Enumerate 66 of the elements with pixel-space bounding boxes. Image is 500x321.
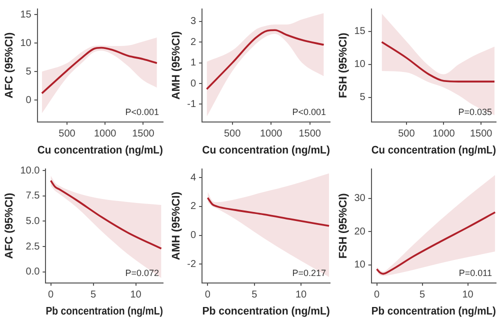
y-tick-label: 30	[354, 193, 366, 204]
y-tick-label: 2	[190, 201, 197, 212]
x-tick-label: 500	[58, 128, 76, 140]
y-tick-label: 1	[190, 58, 197, 69]
y-axis-title: FSH (95%CI)	[338, 32, 350, 98]
x-tick-label: 1000	[94, 128, 117, 140]
x-tick-label: 1000	[260, 128, 283, 140]
line-series	[50, 180, 162, 250]
y-tick-label: 5.0	[26, 216, 40, 227]
line-series	[206, 29, 325, 90]
y-tick-label: 10.0	[20, 165, 40, 176]
y-axis-title: AMH (95%CI)	[170, 30, 183, 100]
y-tick-label: 7.5	[26, 190, 40, 202]
x-tick-label: 5	[90, 290, 96, 301]
x-tick-label: 1500	[470, 128, 493, 140]
y-tick-label: 10	[354, 260, 366, 271]
y-tick-label: -1	[187, 98, 197, 110]
x-tick-label: 10	[130, 290, 142, 301]
y-tick-label: 0	[190, 78, 197, 90]
line-series	[40, 46, 158, 94]
x-tick-label: 5	[252, 290, 258, 301]
y-tick-label: 5	[26, 66, 32, 78]
y-tick-label: 2.5	[26, 241, 40, 252]
annotation: P=0.011	[458, 268, 492, 278]
y-axis-title: AFC (95%CI)	[4, 32, 16, 98]
x-tick-label: 0	[204, 290, 211, 301]
x-tick-label: 10	[295, 290, 308, 301]
x-tick-label: 1000	[432, 128, 456, 140]
x-axis-title: Pb concentration (ng/mL)	[202, 305, 330, 318]
y-tick-label: 2	[190, 36, 197, 48]
x-axis-title: Cu concentration (ng/mL)	[202, 144, 330, 156]
annotation: P<0.001	[125, 106, 159, 117]
x-tick-label: 1500	[132, 128, 155, 140]
x-tick-label: 10	[462, 290, 474, 301]
y-tick-label: 4	[190, 172, 197, 184]
annotation: P=0.217	[292, 268, 326, 278]
y-tick-label: 3	[190, 16, 197, 28]
x-axis-title: Pb concentration (ng/mL)	[46, 306, 163, 318]
y-tick-label: 15	[354, 26, 366, 38]
y-axis-title: AMH (95%CI)	[170, 191, 183, 260]
y-axis-title: AFC (95%CI)	[4, 192, 16, 259]
y-tick-label: 15	[20, 9, 32, 20]
annotation: P=0.072	[125, 268, 159, 278]
x-axis-title: Cu concentration (ng/mL)	[371, 144, 496, 157]
x-tick-label: 1500	[298, 128, 322, 140]
line-series	[376, 211, 496, 275]
y-tick-label: 0.0	[26, 266, 40, 278]
line-series	[380, 41, 496, 82]
y-tick-label: 20	[354, 226, 366, 238]
x-axis-title: Pb concentration (ng/mL)	[371, 305, 496, 318]
y-tick-label: 0	[26, 94, 32, 106]
y-tick-label: 10	[354, 59, 366, 70]
line-series	[206, 196, 330, 227]
y-tick-label: 0	[190, 230, 197, 242]
x-tick-label: 500	[224, 128, 242, 140]
annotation: P<0.001	[292, 106, 326, 117]
x-tick-label: 0	[374, 290, 380, 301]
y-axis-title: FSH (95%CI)	[338, 192, 350, 259]
y-tick-label: 10	[20, 38, 32, 49]
x-tick-label: 5	[420, 290, 426, 301]
x-tick-label: 500	[398, 128, 416, 140]
x-axis-title: Cu concentration (ng/mL)	[37, 144, 164, 157]
x-tick-label: 0	[48, 290, 54, 301]
y-tick-label: 5	[360, 92, 366, 104]
y-tick-label: -2	[187, 258, 197, 270]
annotation: P=0.035	[458, 106, 492, 117]
